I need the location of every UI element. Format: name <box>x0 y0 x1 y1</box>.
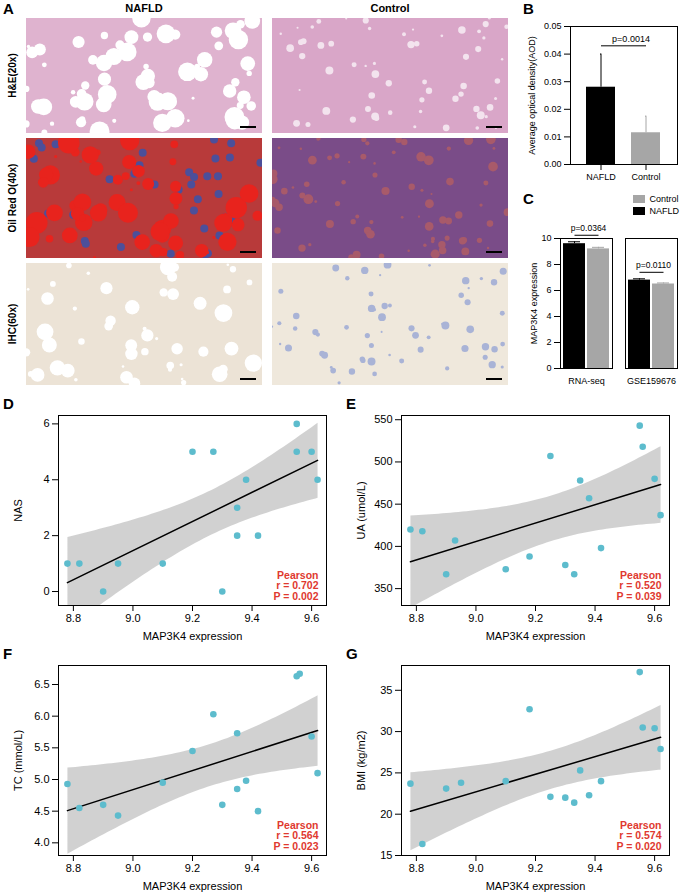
svg-text:15: 15 <box>380 849 392 861</box>
svg-text:9.2: 9.2 <box>185 612 200 624</box>
svg-text:9.6: 9.6 <box>304 862 319 874</box>
svg-text:8.8: 8.8 <box>409 612 424 624</box>
svg-text:8.8: 8.8 <box>66 612 81 624</box>
svg-text:9.6: 9.6 <box>647 862 662 874</box>
svg-text:350: 350 <box>374 582 392 594</box>
svg-text:4: 4 <box>43 473 49 485</box>
svg-text:35: 35 <box>380 684 392 696</box>
svg-text:2: 2 <box>546 337 551 347</box>
svg-text:500: 500 <box>374 455 392 467</box>
svg-text:IHC(60x): IHC(60x) <box>7 304 18 345</box>
svg-text:2: 2 <box>43 529 49 541</box>
svg-text:p=0.0014: p=0.0014 <box>612 34 650 44</box>
svg-text:Oil Red O(40x): Oil Red O(40x) <box>7 164 18 233</box>
svg-text:5.0: 5.0 <box>34 773 49 785</box>
svg-text:0.04: 0.04 <box>544 49 562 59</box>
svg-text:Control: Control <box>631 172 660 182</box>
svg-text:0.00: 0.00 <box>544 159 562 169</box>
svg-text:9.4: 9.4 <box>587 862 602 874</box>
svg-text:Control: Control <box>370 2 409 14</box>
svg-text:UA (umol/L): UA (umol/L) <box>355 481 367 539</box>
svg-text:MAP3K4 expression: MAP3K4 expression <box>143 880 243 892</box>
svg-text:6.5: 6.5 <box>34 678 49 690</box>
svg-text:30: 30 <box>380 725 392 737</box>
svg-text:9.2: 9.2 <box>528 862 543 874</box>
svg-text:8.8: 8.8 <box>409 862 424 874</box>
svg-text:550: 550 <box>374 413 392 425</box>
svg-text:NAFLD: NAFLD <box>125 2 162 14</box>
svg-text:NAFLD: NAFLD <box>586 172 616 182</box>
svg-text:5.5: 5.5 <box>34 741 49 753</box>
svg-text:p=0.0110: p=0.0110 <box>636 260 671 270</box>
svg-text:400: 400 <box>374 540 392 552</box>
svg-text:0: 0 <box>546 363 551 373</box>
svg-text:MAP3K4 expression: MAP3K4 expression <box>486 630 586 642</box>
svg-text:Pearsonr = 0.574P = 0.020: Pearsonr = 0.574P = 0.020 <box>616 819 661 852</box>
svg-text:9.0: 9.0 <box>125 612 140 624</box>
svg-text:9.6: 9.6 <box>304 612 319 624</box>
html-text:C: C <box>523 190 534 207</box>
svg-text:450: 450 <box>374 498 392 510</box>
svg-text:NAS: NAS <box>12 499 24 522</box>
html-text:E: E <box>346 395 356 412</box>
svg-text:9.0: 9.0 <box>125 862 140 874</box>
svg-text:0: 0 <box>43 585 49 597</box>
svg-text:0.05: 0.05 <box>544 21 562 31</box>
html-text:NAFLD: NAFLD <box>649 206 679 216</box>
svg-text:9.0: 9.0 <box>468 612 483 624</box>
svg-text:9.2: 9.2 <box>528 612 543 624</box>
svg-text:4.0: 4.0 <box>34 836 49 848</box>
svg-text:20: 20 <box>380 808 392 820</box>
html-text:B: B <box>523 0 534 17</box>
svg-text:9.2: 9.2 <box>185 862 200 874</box>
svg-text:10: 10 <box>541 233 551 243</box>
svg-text:Average optical density(AOD): Average optical density(AOD) <box>527 36 537 154</box>
svg-text:6: 6 <box>43 417 49 429</box>
svg-text:Pearsonr = 0.564P = 0.023: Pearsonr = 0.564P = 0.023 <box>273 819 318 852</box>
svg-text:MAP3K4 expression: MAP3K4 expression <box>486 880 586 892</box>
svg-text:6.0: 6.0 <box>34 710 49 722</box>
svg-text:RNA-seq: RNA-seq <box>568 376 605 386</box>
svg-text:TC (mmol/L): TC (mmol/L) <box>12 730 24 791</box>
svg-text:9.4: 9.4 <box>244 862 259 874</box>
svg-text:9.0: 9.0 <box>468 862 483 874</box>
svg-text:Pearsonr = 0.520P = 0.039: Pearsonr = 0.520P = 0.039 <box>616 569 661 602</box>
svg-text:9.6: 9.6 <box>647 612 662 624</box>
svg-text:4.5: 4.5 <box>34 805 49 817</box>
svg-text:0.02: 0.02 <box>544 104 562 114</box>
svg-text:Pearsonr = 0.702P = 0.002: Pearsonr = 0.702P = 0.002 <box>273 569 318 602</box>
svg-text:0.03: 0.03 <box>544 77 562 87</box>
svg-text:4: 4 <box>546 311 551 321</box>
svg-text:GSE159676: GSE159676 <box>627 376 676 386</box>
svg-text:9.4: 9.4 <box>587 612 602 624</box>
svg-text:8.8: 8.8 <box>66 862 81 874</box>
svg-text:MAP3K4 expression: MAP3K4 expression <box>143 630 243 642</box>
svg-text:H&E(20x): H&E(20x) <box>7 53 18 97</box>
svg-text:0.01: 0.01 <box>544 132 562 142</box>
html-text:Control: Control <box>649 194 679 204</box>
svg-text:p=0.0364: p=0.0364 <box>571 223 607 233</box>
svg-text:8: 8 <box>546 259 551 269</box>
html-text:F: F <box>3 645 13 662</box>
svg-text:BMI (kg/m2): BMI (kg/m2) <box>355 731 367 791</box>
svg-text:6: 6 <box>546 285 551 295</box>
svg-text:9.4: 9.4 <box>244 612 259 624</box>
svg-text:MAP3K4 expression: MAP3K4 expression <box>529 263 539 345</box>
html-text:D: D <box>3 395 14 412</box>
html-text:A: A <box>3 0 14 17</box>
html-text:G: G <box>346 645 358 662</box>
svg-text:25: 25 <box>380 766 392 778</box>
